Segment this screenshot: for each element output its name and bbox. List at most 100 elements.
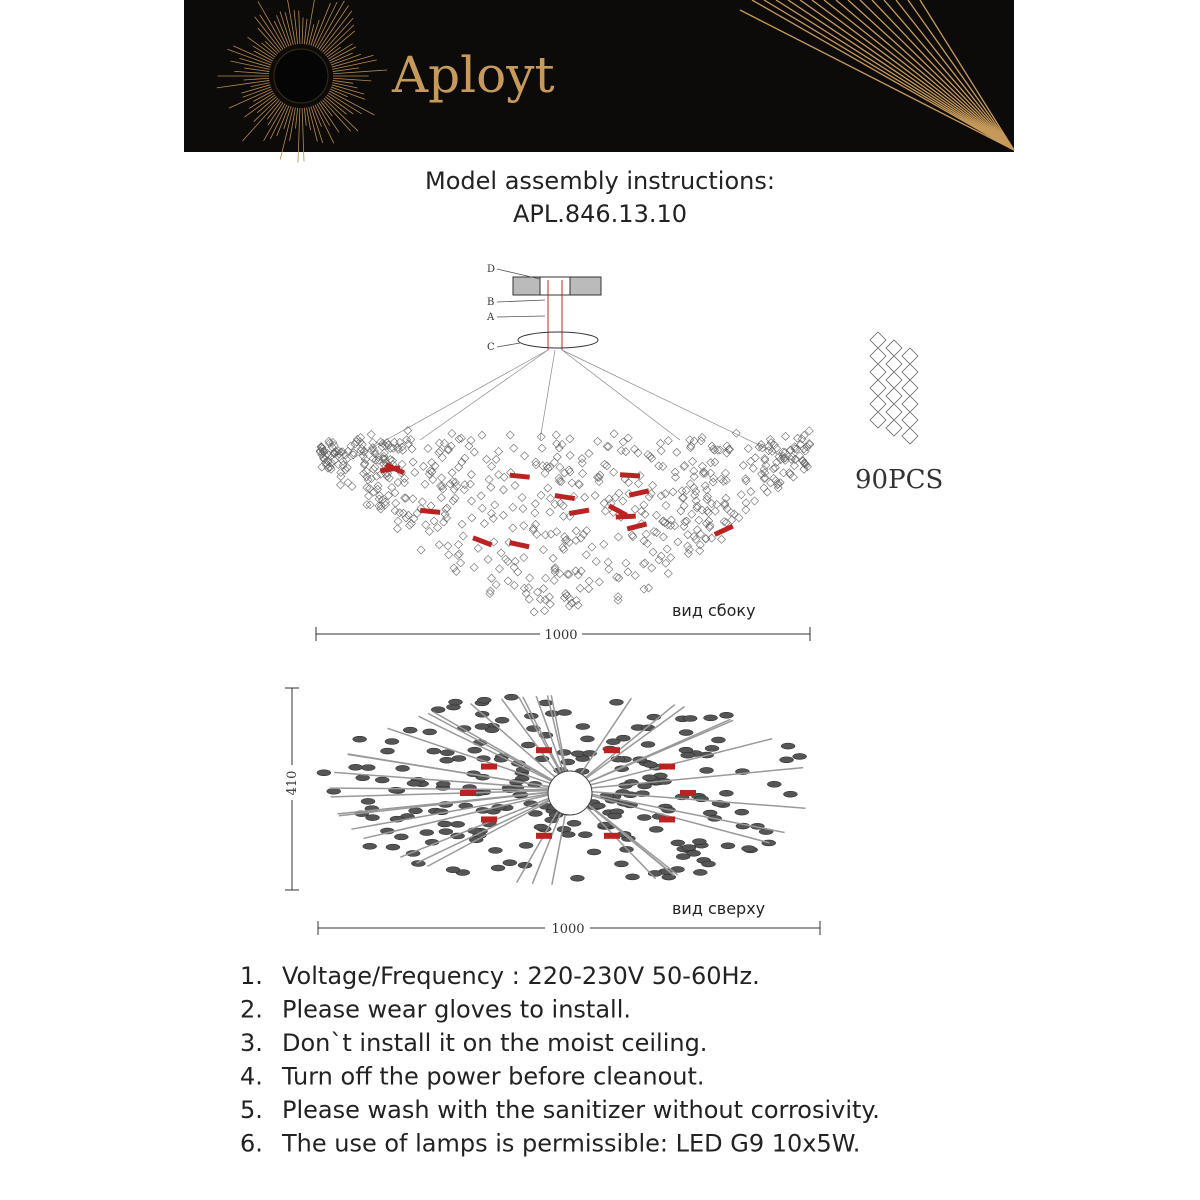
crystal	[584, 449, 594, 458]
crystal	[488, 847, 503, 854]
crystal	[706, 458, 716, 468]
crystal	[595, 470, 605, 480]
crystal	[440, 438, 449, 448]
crystal	[484, 726, 500, 734]
crystal-strand	[869, 331, 919, 445]
lamp	[536, 832, 553, 839]
crystal	[641, 529, 651, 539]
crystal	[695, 546, 705, 556]
crystal	[503, 556, 513, 566]
crystal	[347, 482, 357, 491]
crystal	[685, 479, 695, 489]
crystal	[741, 845, 756, 852]
crystal	[623, 567, 633, 577]
crystal	[419, 461, 428, 471]
crystal	[666, 521, 676, 530]
crystal	[541, 530, 550, 540]
crystal	[542, 461, 552, 471]
crystal	[584, 584, 594, 594]
crystal	[560, 532, 570, 542]
ray	[883, 0, 1015, 151]
ray	[739, 9, 1015, 151]
crystal	[390, 488, 400, 498]
sun-ray	[276, 15, 290, 47]
crystal	[541, 573, 551, 583]
branch	[416, 789, 571, 864]
crystal	[797, 434, 807, 444]
crystal	[756, 440, 766, 449]
crystal	[373, 481, 383, 491]
crystal	[675, 853, 691, 860]
crystal	[315, 447, 325, 457]
branch	[470, 702, 571, 791]
crystal	[374, 776, 390, 784]
crystal	[658, 532, 668, 542]
crystal	[567, 478, 577, 488]
crystal	[420, 479, 430, 489]
leader-lines	[496, 268, 546, 348]
sun-ray	[239, 57, 271, 68]
crystal	[772, 457, 782, 467]
crystal	[658, 516, 668, 526]
sun-ray	[318, 102, 340, 133]
crystal	[741, 474, 751, 484]
crystal	[618, 496, 628, 506]
crystal	[573, 570, 583, 580]
crystal	[750, 453, 760, 463]
sun-ray	[306, 107, 311, 131]
crystal	[530, 499, 540, 509]
sun-ray	[293, 10, 299, 45]
crystal	[494, 470, 504, 480]
lamp	[626, 521, 648, 532]
crystal	[702, 485, 712, 495]
dimension-line	[285, 687, 299, 891]
crystal	[365, 484, 375, 493]
crystal	[454, 434, 464, 444]
crystal	[713, 445, 723, 455]
sun-ray	[330, 52, 353, 64]
crystal	[545, 507, 555, 517]
dimension-line	[315, 627, 811, 641]
crystal	[670, 521, 680, 531]
crystal	[543, 483, 553, 493]
item-number: 1.	[240, 962, 263, 990]
crystal	[477, 503, 487, 513]
crystal	[368, 454, 378, 464]
sun-ray	[314, 104, 335, 144]
crystal	[529, 607, 539, 617]
crystal	[465, 479, 475, 489]
crystal	[666, 515, 676, 525]
crystal	[483, 555, 493, 564]
crystal	[439, 756, 454, 764]
crystal	[538, 461, 548, 471]
crystal	[623, 433, 633, 443]
crystal	[405, 520, 414, 530]
sun-ray	[256, 96, 277, 114]
crystal	[316, 443, 326, 452]
crystal	[584, 576, 594, 586]
crystal	[639, 536, 649, 546]
crystal	[741, 505, 751, 515]
crystal	[643, 761, 658, 768]
crystal	[346, 441, 356, 451]
branch	[387, 727, 571, 791]
crystal	[552, 527, 562, 537]
crystal	[705, 522, 714, 532]
crystal	[412, 508, 422, 518]
crystal	[656, 438, 665, 448]
crystal	[648, 480, 658, 490]
crystal	[773, 479, 783, 489]
crystal	[550, 499, 560, 509]
crystal	[505, 430, 515, 440]
crystal	[741, 498, 751, 508]
crystal	[593, 436, 603, 446]
crystal	[649, 527, 659, 536]
crystal	[780, 742, 796, 750]
crystal	[556, 477, 566, 487]
crystal	[520, 451, 529, 461]
crystal	[652, 510, 661, 520]
crystal	[359, 469, 369, 478]
crystal	[781, 431, 790, 441]
crystal	[696, 436, 706, 446]
crystal	[557, 440, 567, 449]
